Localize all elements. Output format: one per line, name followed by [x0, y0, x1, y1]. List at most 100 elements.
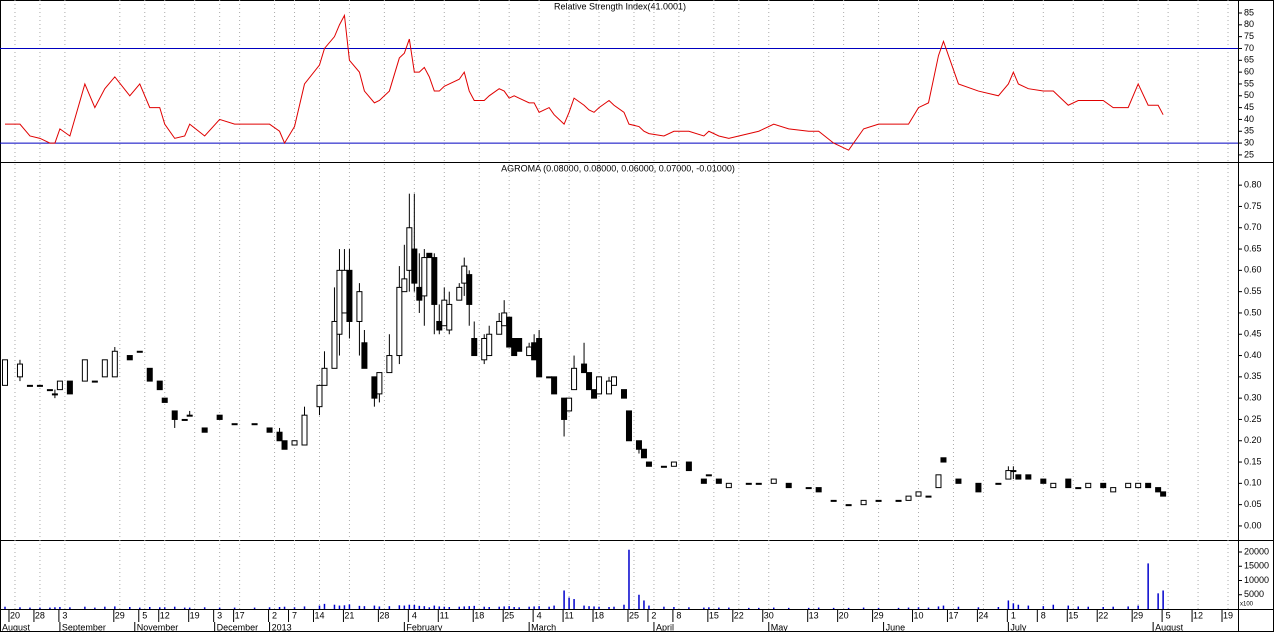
- candle-body: [905, 495, 912, 501]
- candle-body: [1085, 482, 1092, 489]
- candle-body: [516, 338, 523, 352]
- candle-body: [331, 320, 338, 369]
- candle-body: [581, 363, 588, 374]
- candle-body: [586, 372, 593, 391]
- y-tick-label: 25: [1244, 149, 1254, 159]
- candle-body: [571, 367, 578, 391]
- x-tick-label: 22: [734, 610, 744, 620]
- candle-body: [461, 265, 468, 284]
- candle-body: [406, 227, 413, 271]
- x-tick-label: 1: [1011, 610, 1016, 620]
- y-tick-label: 10000: [1244, 575, 1269, 585]
- candle-body: [361, 342, 368, 369]
- x-tick-label: 15: [709, 610, 719, 620]
- candle-body: [281, 440, 288, 450]
- candle-body: [1, 359, 8, 386]
- candle-body: [955, 478, 962, 484]
- candle-body: [421, 257, 428, 297]
- candle-body: [336, 269, 343, 335]
- candle-body: [1110, 487, 1117, 493]
- candle-body: [146, 367, 153, 382]
- x-tick-label: 24: [978, 610, 988, 620]
- candle-body: [591, 389, 598, 399]
- x-tick-label: 28: [35, 610, 45, 620]
- month-label: September: [62, 622, 106, 632]
- candle-body: [670, 461, 677, 467]
- x-tick-label: 12: [160, 610, 170, 620]
- y-tick-label: 0.25: [1244, 414, 1262, 424]
- y-tick-label: 15000: [1244, 561, 1269, 571]
- x-tick-label: 4: [412, 610, 417, 620]
- month-label: May: [771, 622, 789, 632]
- month-label: April: [656, 622, 674, 632]
- candle-body: [566, 397, 573, 412]
- y-tick-label: 0.15: [1244, 456, 1262, 466]
- candle-body: [291, 440, 298, 446]
- x-tick-label: 29: [874, 610, 884, 620]
- y-tick-label: 75: [1244, 31, 1254, 41]
- candle-body: [1065, 478, 1072, 489]
- candle-body: [640, 448, 647, 459]
- x-tick-label: 18: [594, 610, 604, 620]
- candle-body: [845, 504, 852, 507]
- x-tick-label: 29: [1133, 610, 1143, 620]
- candle-body: [316, 384, 323, 408]
- x-tick-label: 12: [1193, 610, 1203, 620]
- y-tick-label: 0.30: [1244, 393, 1262, 403]
- y-tick-label: 0.10: [1244, 478, 1262, 488]
- y-tick-label: 30: [1244, 137, 1254, 147]
- candle-body: [1075, 487, 1082, 490]
- x-tick-label: 20: [839, 610, 849, 620]
- y-tick-label: 0.40: [1244, 350, 1262, 360]
- candle-body: [915, 491, 922, 497]
- x-tick-label: 5: [1166, 610, 1171, 620]
- y-tick-label: 5000: [1244, 589, 1264, 599]
- candle-body: [56, 380, 63, 391]
- candle-body: [1100, 482, 1107, 489]
- candle-body: [995, 482, 1002, 485]
- candle-body: [466, 274, 473, 305]
- y-tick-label: 0.50: [1244, 307, 1262, 317]
- candle-body: [1015, 474, 1022, 480]
- candle-body: [925, 495, 932, 498]
- month-label: December: [217, 622, 259, 632]
- month-label: March: [531, 622, 556, 632]
- y-tick-label: 70: [1244, 43, 1254, 53]
- candle-body: [1135, 482, 1142, 489]
- candle-body: [611, 376, 618, 386]
- x-tick-label: 28: [379, 610, 389, 620]
- candle-body: [396, 286, 403, 357]
- candle-body: [860, 499, 867, 506]
- candle-body: [536, 338, 543, 378]
- x-tick-label: 29: [115, 610, 125, 620]
- month-label: August: [2, 622, 31, 632]
- y-tick-label: 0.80: [1244, 180, 1262, 190]
- candle-body: [386, 355, 393, 374]
- x-tick-label: 11: [564, 610, 573, 620]
- y-tick-label: 0.45: [1244, 329, 1262, 339]
- candle-body: [1025, 474, 1032, 480]
- candle-body: [201, 427, 208, 433]
- candle-body: [1005, 470, 1012, 480]
- candle-body: [1050, 482, 1057, 489]
- candle-body: [745, 482, 752, 485]
- candle-body: [456, 286, 463, 301]
- x-tick-label: 3: [217, 610, 222, 620]
- candle-body: [755, 482, 762, 485]
- y-tick-label: 35: [1244, 126, 1254, 136]
- candle-body: [1010, 470, 1017, 473]
- x-tick-label: 19: [1223, 610, 1233, 620]
- candle-body: [725, 482, 732, 489]
- y-tick-label: 65: [1244, 55, 1254, 65]
- candle-body: [531, 342, 538, 361]
- candle-body: [551, 376, 558, 395]
- candle-body: [161, 397, 168, 403]
- y-tick-label: 40: [1244, 114, 1254, 124]
- candle-body: [416, 286, 423, 301]
- y-tick-label: 20000: [1244, 546, 1269, 556]
- candle-body: [481, 338, 488, 361]
- candle-body: [341, 269, 348, 314]
- x-tick-label: 14: [314, 610, 324, 620]
- candle-body: [501, 312, 508, 327]
